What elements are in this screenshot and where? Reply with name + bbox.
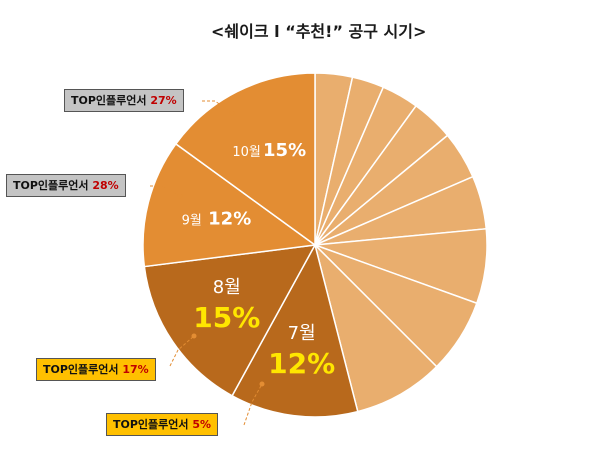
slice-month-label: 8월: [213, 277, 241, 298]
pie-slice-8월: [143, 244, 317, 397]
pie-slice-10월: [174, 72, 316, 247]
slice-value-label: 12%: [268, 347, 335, 380]
callout-box-7월: TOP인플루언서 5%: [106, 413, 219, 436]
callout-leader-line: [202, 100, 233, 114]
slice-value-label: 12%: [208, 208, 251, 229]
slice-value-label: 15%: [193, 301, 260, 334]
callout-leader-dot: [191, 333, 197, 339]
callout-label: TOP인플루언서: [71, 94, 147, 107]
callout-pct: 17%: [122, 363, 149, 376]
callout-leader-line: [169, 335, 195, 367]
pie-slice-7월: [231, 242, 359, 418]
callout-pct: 5%: [192, 418, 212, 431]
callout-label: TOP인플루언서: [13, 179, 89, 192]
slice-month-label: 7월: [288, 323, 316, 344]
pie-slice-9월: [142, 142, 317, 268]
slice-value-label: 15%: [263, 140, 306, 161]
chart-title: <쉐이크 l “추천!” 공구 시기>: [211, 22, 427, 41]
callout-box-10월: TOP인플루언서 27%: [64, 89, 184, 112]
slice-month-label: 9월: [182, 213, 202, 228]
callout-pct: 28%: [92, 179, 119, 192]
callout-box-9월: TOP인플루언서 28%: [6, 174, 126, 197]
callout-box-8월: TOP인플루언서 17%: [36, 358, 156, 381]
slice-month-label: 10월: [232, 145, 261, 160]
callout-leader-line: [150, 185, 181, 197]
callout-label: TOP인플루언서: [43, 363, 119, 376]
callout-label: TOP인플루언서: [113, 418, 189, 431]
callout-leader-dot: [229, 110, 235, 116]
callout-pct: 27%: [150, 94, 177, 107]
callout-leader-dot: [259, 381, 265, 387]
callout-leader-dot: [177, 193, 183, 199]
pie-slice: [313, 242, 438, 413]
